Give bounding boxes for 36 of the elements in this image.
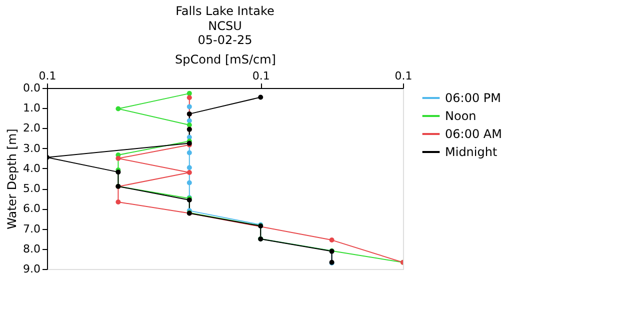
y-tick-label: 5.0 <box>23 182 40 196</box>
y-tick-label: 0.0 <box>23 82 40 94</box>
legend-label: Midnight <box>445 145 498 159</box>
y-tick-label: 3.0 <box>23 142 40 155</box>
y-tick-label: 8.0 <box>23 242 40 256</box>
y-tick-label: 2.0 <box>23 122 40 135</box>
point <box>329 238 334 243</box>
y-tick-label: 6.0 <box>23 202 40 216</box>
chart-title: Falls Lake Intake <box>176 4 274 18</box>
point <box>186 95 192 100</box>
point <box>116 156 121 161</box>
x-axis-title: SpCond [mS/cm] <box>175 52 276 66</box>
point <box>186 165 192 170</box>
point <box>186 90 192 96</box>
x-tick-label: 0.1 <box>38 70 56 82</box>
point <box>186 150 192 156</box>
point <box>186 118 192 124</box>
y-tick-label: 1.0 <box>23 102 40 115</box>
point <box>186 180 192 186</box>
y-tick-label: 7.0 <box>23 222 40 236</box>
point <box>186 122 192 128</box>
point <box>116 200 121 205</box>
point <box>186 170 192 175</box>
y-axis-title: Water Depth [m] <box>5 128 20 230</box>
x-tick-label: 0.1 <box>394 70 412 82</box>
legend-label: Noon <box>445 109 476 123</box>
legend-label: 06:00 PM <box>445 91 501 105</box>
x-tick-label: 0.1 <box>252 70 270 82</box>
y-tick-label: 9.0 <box>23 262 40 276</box>
text: 05-02-25 <box>198 33 252 47</box>
point <box>258 94 264 100</box>
chart-subtitle: NCSU <box>208 19 242 33</box>
point <box>186 104 192 110</box>
y-tick-label: 4.0 <box>23 162 40 175</box>
point <box>116 106 121 112</box>
legend-label: 06:00 AM <box>445 127 502 141</box>
